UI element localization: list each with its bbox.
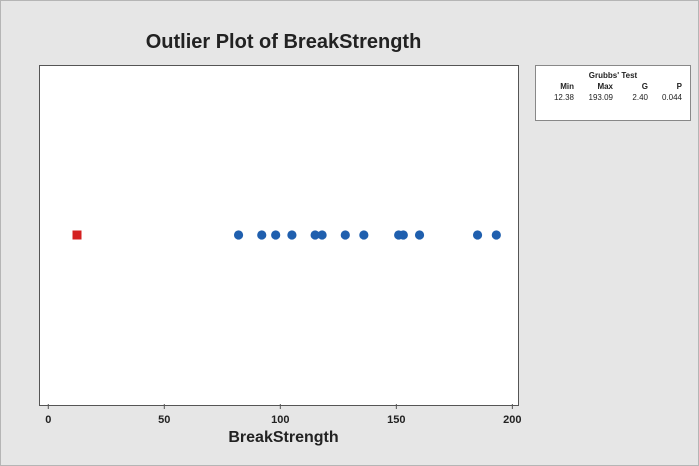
header-g: G: [641, 82, 648, 91]
value-min: 12.38: [553, 93, 574, 102]
plot-area: [39, 65, 519, 406]
header-p: P: [676, 82, 682, 91]
chart-title: Outlier Plot of BreakStrength: [145, 31, 422, 53]
x-axis-label: BreakStrength: [228, 429, 339, 446]
value-max: 193.09: [588, 93, 613, 102]
header-min: Min: [560, 82, 574, 91]
value-g: 2.40: [632, 93, 648, 102]
value-p: 0.044: [661, 93, 682, 102]
grubbs-test-table: Grubbs' Test Min Max G P 12.38 193.09 2.…: [535, 65, 691, 121]
header-max: Max: [597, 82, 613, 91]
grubbs-test-title: Grubbs' Test: [588, 71, 638, 80]
